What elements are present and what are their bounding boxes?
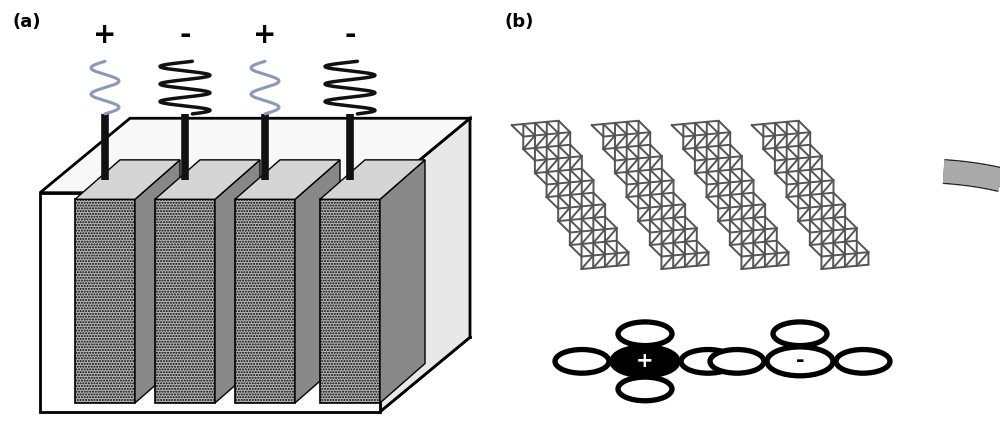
Polygon shape [40, 337, 470, 412]
Circle shape [836, 350, 890, 373]
Polygon shape [380, 118, 470, 412]
Text: +: + [253, 21, 277, 49]
Text: -: - [344, 21, 356, 49]
Text: (b): (b) [505, 13, 534, 31]
Circle shape [612, 347, 678, 376]
Polygon shape [135, 160, 180, 403]
Circle shape [710, 350, 764, 373]
Polygon shape [380, 160, 425, 403]
Polygon shape [75, 199, 135, 403]
Polygon shape [320, 199, 380, 403]
Text: -: - [179, 21, 191, 49]
Polygon shape [75, 160, 180, 199]
Text: +: + [93, 21, 117, 49]
Polygon shape [320, 160, 425, 199]
Polygon shape [235, 199, 295, 403]
Polygon shape [295, 160, 340, 403]
Polygon shape [155, 199, 215, 403]
Circle shape [618, 322, 672, 346]
Polygon shape [155, 160, 260, 199]
Text: +: + [636, 351, 654, 371]
Text: -: - [796, 351, 804, 371]
Text: (a): (a) [12, 13, 40, 31]
Circle shape [618, 377, 672, 401]
Polygon shape [40, 193, 380, 412]
Circle shape [681, 350, 735, 373]
Circle shape [767, 347, 833, 376]
Polygon shape [215, 160, 260, 403]
Circle shape [773, 322, 827, 346]
Circle shape [555, 350, 609, 373]
Polygon shape [235, 160, 340, 199]
Polygon shape [40, 118, 470, 193]
